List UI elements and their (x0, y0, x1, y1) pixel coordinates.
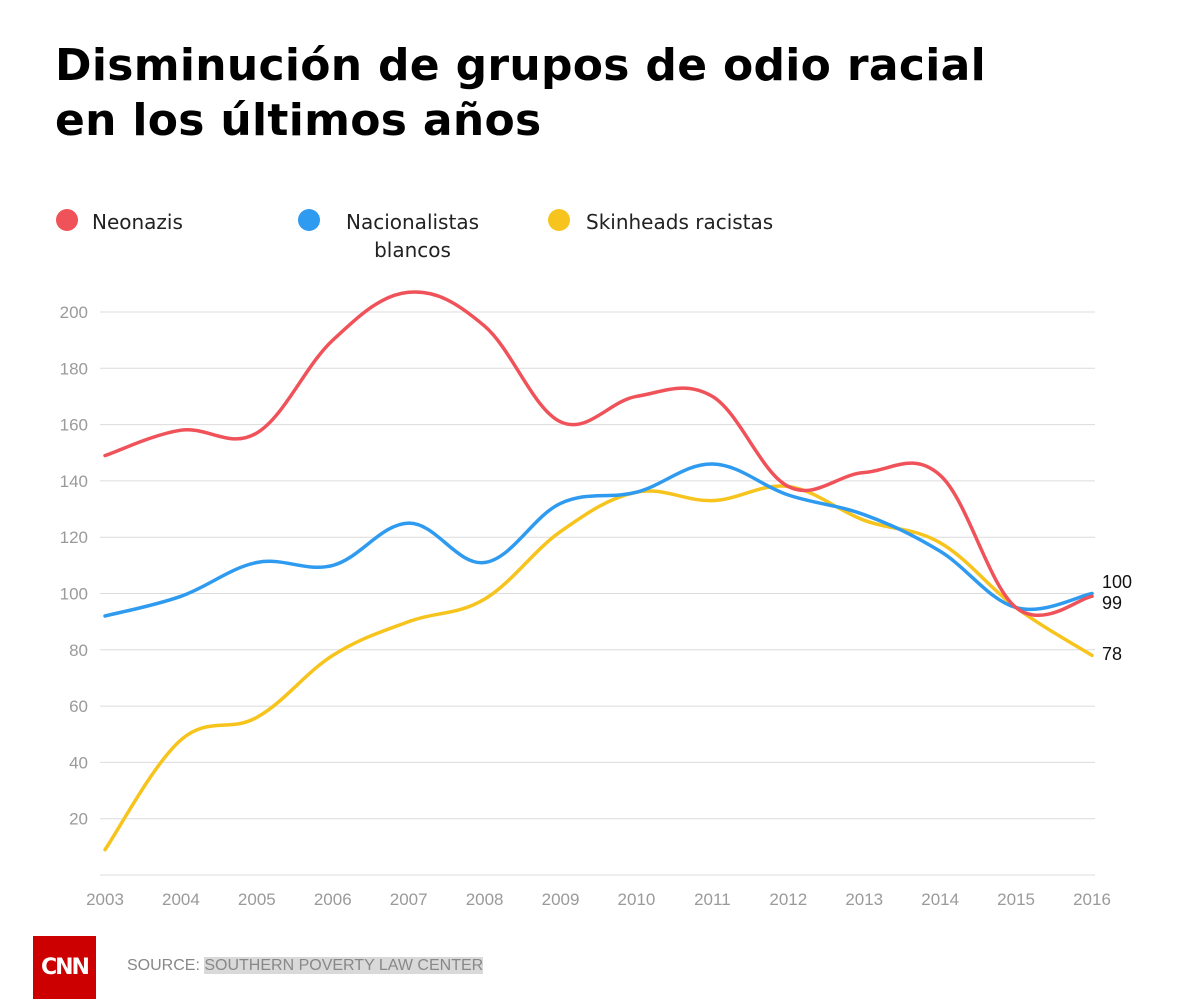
y-tick-label: 120 (60, 528, 88, 547)
legend-dot-neonazis (56, 209, 78, 231)
legend-label-line-2: blancos (374, 238, 451, 262)
chart-title-line-2: en los últimos años (55, 95, 542, 146)
x-tick-label: 2012 (769, 890, 807, 909)
chart-title: Disminución de grupos de odio racial en … (55, 38, 986, 148)
x-tick-label: 2013 (845, 890, 883, 909)
end-value-label: 100 (1102, 572, 1132, 592)
x-tick-label: 2006 (314, 890, 352, 909)
legend-label-line-1: Nacionalistas (346, 210, 479, 234)
source-name: SOUTHERN POVERTY LAW CENTER (204, 957, 484, 974)
y-tick-label: 140 (60, 472, 88, 491)
source-credit: SOURCE: SOUTHERN POVERTY LAW CENTER (127, 957, 484, 975)
x-tick-label: 2009 (542, 890, 580, 909)
y-tick-label: 40 (69, 753, 88, 772)
y-tick-label: 160 (60, 416, 88, 435)
x-tick-label: 2004 (162, 890, 200, 909)
x-tick-label: 2010 (618, 890, 656, 909)
series-line-neonazis (103, 290, 1094, 617)
legend-dot-nacionalistas-blancos (298, 209, 320, 231)
end-value-label: 78 (1102, 644, 1122, 664)
legend-dot-skinheads-racistas (548, 209, 570, 231)
y-tick-label: 20 (69, 810, 88, 829)
x-tick-label: 2003 (86, 890, 124, 909)
legend-item-neonazis: Neonazis (56, 208, 183, 236)
x-tick-label: 2007 (390, 890, 428, 909)
chart-title-line-1: Disminución de grupos de odio racial (55, 40, 986, 91)
y-tick-label: 180 (60, 359, 88, 378)
x-tick-label: 2005 (238, 890, 276, 909)
legend-label-skinheads-racistas: Skinheads racistas (586, 210, 774, 234)
end-value-label: 99 (1102, 593, 1122, 613)
y-tick-label: 60 (69, 697, 88, 716)
x-tick-label: 2008 (466, 890, 504, 909)
series-line-nacionalistas-blancos (103, 462, 1094, 618)
x-tick-label: 2015 (997, 890, 1035, 909)
y-tick-label: 200 (60, 303, 88, 322)
y-tick-label: 100 (60, 585, 88, 604)
x-tick-label: 2016 (1073, 890, 1111, 909)
cnn-logo: CNN (33, 936, 96, 999)
legend-item-skinheads-racistas: Skinheads racistas (548, 208, 773, 236)
legend-label-neonazis: Neonazis (92, 210, 183, 234)
legend-label-nacionalistas-blancos: Nacionalistas blancos (346, 208, 479, 264)
legend-item-nacionalistas-blancos: Nacionalistas blancos (298, 208, 479, 264)
x-tick-label: 2014 (921, 890, 959, 909)
x-tick-label: 2011 (694, 890, 731, 909)
y-tick-label: 80 (69, 641, 88, 660)
source-prefix: SOURCE: (127, 957, 205, 974)
series-line-skinheads-racistas (103, 484, 1094, 852)
